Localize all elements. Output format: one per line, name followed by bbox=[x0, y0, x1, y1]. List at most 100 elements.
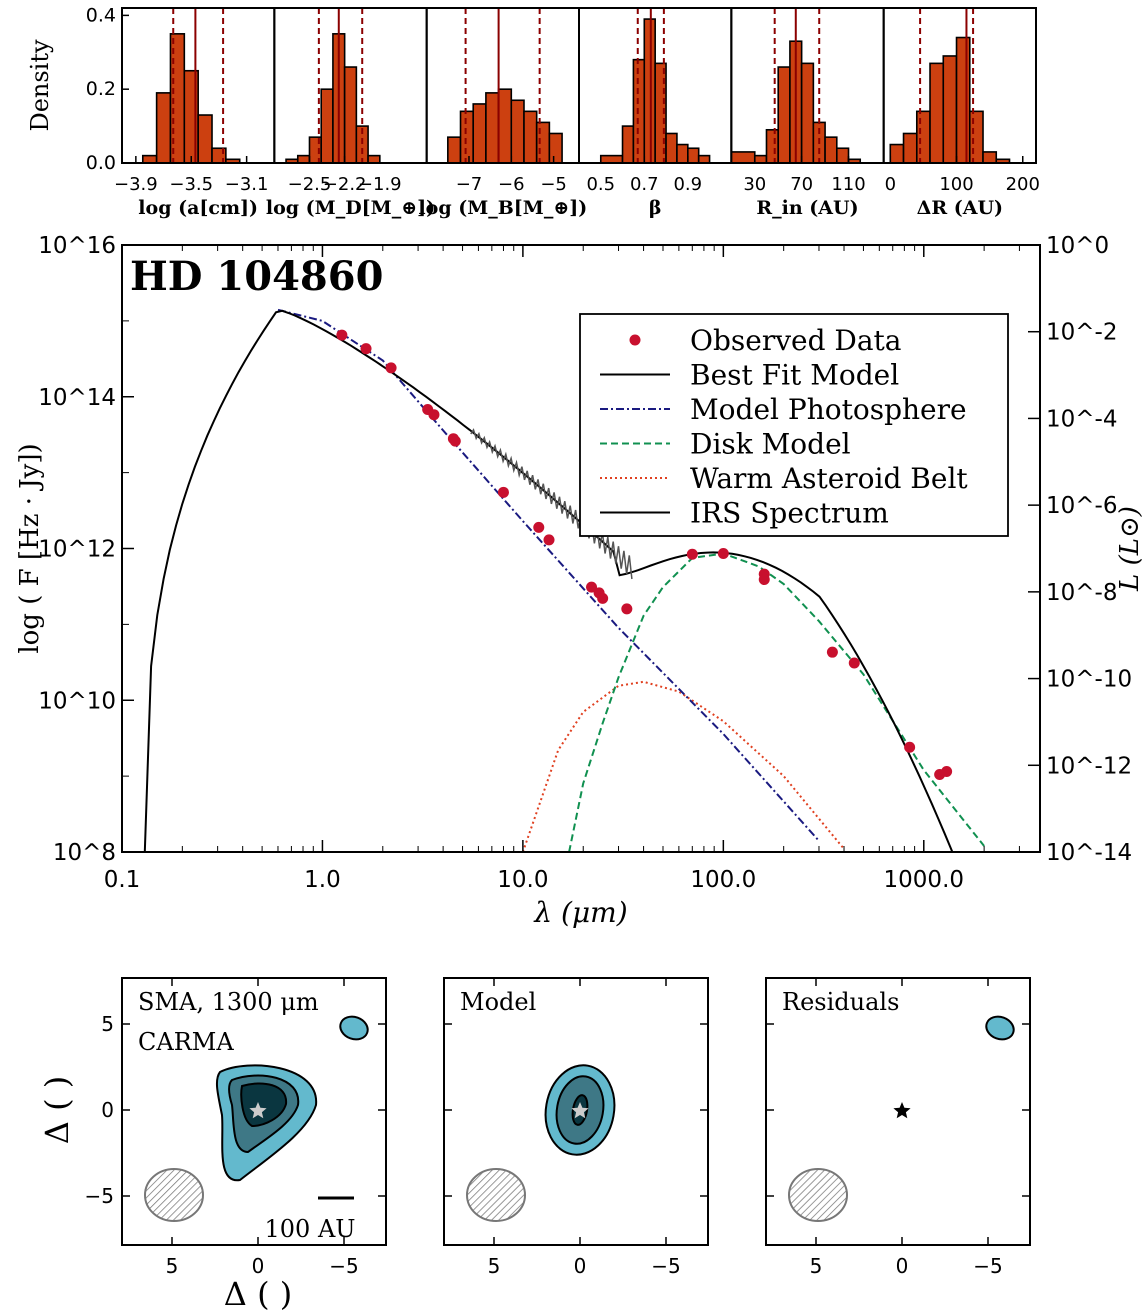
y-tick-label: 0 bbox=[101, 1098, 114, 1122]
histogram-bar bbox=[621, 125, 635, 164]
observed-data-point bbox=[385, 362, 397, 374]
histogram-bar bbox=[835, 147, 850, 164]
legend-label: Warm Asteroid Belt bbox=[690, 462, 968, 495]
histogram-bar bbox=[730, 151, 756, 164]
legend-label: Best Fit Model bbox=[690, 359, 899, 392]
contour-level-3 bbox=[240, 1082, 288, 1128]
histogram-bar bbox=[367, 154, 381, 164]
observed-data-point bbox=[336, 329, 348, 341]
map-xlabel: Δ ( ) bbox=[224, 1275, 292, 1312]
x-tick-label: 10.0 bbox=[497, 867, 548, 893]
legend-box bbox=[579, 313, 1009, 537]
histogram-bar bbox=[155, 92, 172, 164]
x-tick-label: 0 bbox=[252, 1254, 265, 1278]
histogram-bar bbox=[915, 110, 931, 164]
histogram-bar bbox=[548, 132, 563, 164]
y2-tick-label: 10^-2 bbox=[1046, 320, 1117, 346]
histogram-xlabel: ΔR (AU) bbox=[917, 197, 1003, 219]
legend-marker bbox=[629, 334, 641, 346]
histogram-bar bbox=[800, 62, 815, 164]
histogram-bar bbox=[777, 66, 791, 164]
histogram-bar bbox=[497, 88, 513, 164]
observed-data-point bbox=[586, 581, 598, 593]
map-label: Residuals bbox=[782, 988, 899, 1016]
histogram-bar bbox=[472, 103, 487, 164]
x-tick-label: −2.2 bbox=[323, 174, 367, 195]
histogram-bar bbox=[296, 154, 311, 164]
x-tick-label: −5 bbox=[540, 174, 567, 195]
y2-tick-label: 10^-12 bbox=[1046, 753, 1132, 779]
histogram-bar bbox=[955, 36, 971, 164]
histogram-bar bbox=[676, 143, 689, 164]
histogram-ylabel: Density bbox=[26, 39, 54, 132]
legend-label: Observed Data bbox=[690, 324, 902, 357]
x-tick-label: 30 bbox=[743, 174, 766, 195]
observed-data-point bbox=[543, 534, 555, 546]
observed-data-point bbox=[826, 646, 838, 658]
x-tick-label: 200 bbox=[1006, 174, 1040, 195]
y2-tick-label: 10^-14 bbox=[1046, 840, 1132, 866]
map-label: Model bbox=[460, 988, 536, 1016]
sed-ylabel: log ( F [Hz · Jy]) bbox=[15, 443, 45, 653]
histogram-bar bbox=[447, 136, 462, 164]
map-panel: Residuals 5 0 −5 bbox=[765, 977, 1031, 1278]
x-tick-label: 1000.0 bbox=[884, 867, 964, 893]
beam-ellipse bbox=[466, 1168, 526, 1222]
observed-data-point bbox=[597, 592, 609, 604]
histogram-bar bbox=[765, 128, 780, 164]
histogram-xlabel: log (a[cm]) bbox=[138, 197, 258, 219]
x-tick-label: 0.7 bbox=[630, 174, 659, 195]
x-tick-label: 0.1 bbox=[104, 867, 141, 893]
histogram-xlabel: R_in (AU) bbox=[756, 197, 858, 219]
irs-spectrum-curve bbox=[470, 428, 633, 580]
sed-title: HD 104860 bbox=[130, 253, 383, 300]
histogram-xlabel: β bbox=[649, 197, 662, 219]
x-tick-label: −2.5 bbox=[288, 174, 332, 195]
y-tick-label: 0.0 bbox=[86, 152, 116, 174]
x-tick-label: 0.9 bbox=[673, 174, 702, 195]
x-tick-label: −1.9 bbox=[358, 174, 402, 195]
y-tick-label: 10^8 bbox=[53, 840, 116, 866]
histogram-bar bbox=[535, 121, 551, 164]
map-row: 100 AU CARMA SMA, 1300 μm 5 0 −5 5 0 −5 Model 5 0 −5… bbox=[38, 977, 1031, 1312]
photosphere-curve bbox=[277, 308, 820, 842]
histogram-bar bbox=[753, 154, 768, 164]
observed-data-point bbox=[758, 574, 770, 586]
histogram-bar bbox=[687, 147, 700, 164]
y2-tick-label: 10^-4 bbox=[1046, 406, 1117, 432]
histogram-bar bbox=[942, 55, 958, 164]
x-tick-label: 0 bbox=[885, 174, 896, 195]
beam-ellipse bbox=[788, 1168, 848, 1222]
x-tick-label: 0 bbox=[896, 1254, 909, 1278]
map-frame bbox=[765, 977, 1031, 1246]
histogram-bar bbox=[632, 58, 646, 164]
contour-blob bbox=[339, 1015, 369, 1041]
contour-blob bbox=[985, 1015, 1015, 1041]
histogram-bar bbox=[824, 136, 838, 164]
map-label-secondary: CARMA bbox=[138, 1028, 234, 1056]
x-tick-label: 110 bbox=[831, 174, 865, 195]
map-label: SMA, 1300 μm bbox=[138, 988, 319, 1016]
map-panel: 100 AU CARMA SMA, 1300 μm 5 0 −5 5 0 −5 bbox=[85, 977, 387, 1278]
histogram-bar bbox=[982, 151, 998, 164]
y-tick-label: −5 bbox=[85, 1184, 114, 1208]
observed-data-point bbox=[848, 657, 860, 669]
x-tick-label: 1.0 bbox=[304, 867, 341, 893]
scale-bar-label: 100 AU bbox=[265, 1215, 356, 1243]
observed-data-point bbox=[904, 741, 916, 753]
map-ylabel: Δ ( ) bbox=[38, 1076, 76, 1144]
x-tick-label: −5 bbox=[651, 1254, 680, 1278]
histogram-bar bbox=[510, 99, 525, 164]
map-panel: Model 5 0 −5 bbox=[443, 977, 709, 1278]
x-tick-label: −5 bbox=[329, 1254, 358, 1278]
histogram-bar bbox=[643, 18, 656, 164]
x-tick-label: 5 bbox=[488, 1254, 501, 1278]
map-frame bbox=[443, 977, 709, 1246]
star-marker bbox=[893, 1102, 911, 1119]
x-tick-label: 70 bbox=[790, 174, 813, 195]
histogram-bar bbox=[665, 132, 678, 164]
